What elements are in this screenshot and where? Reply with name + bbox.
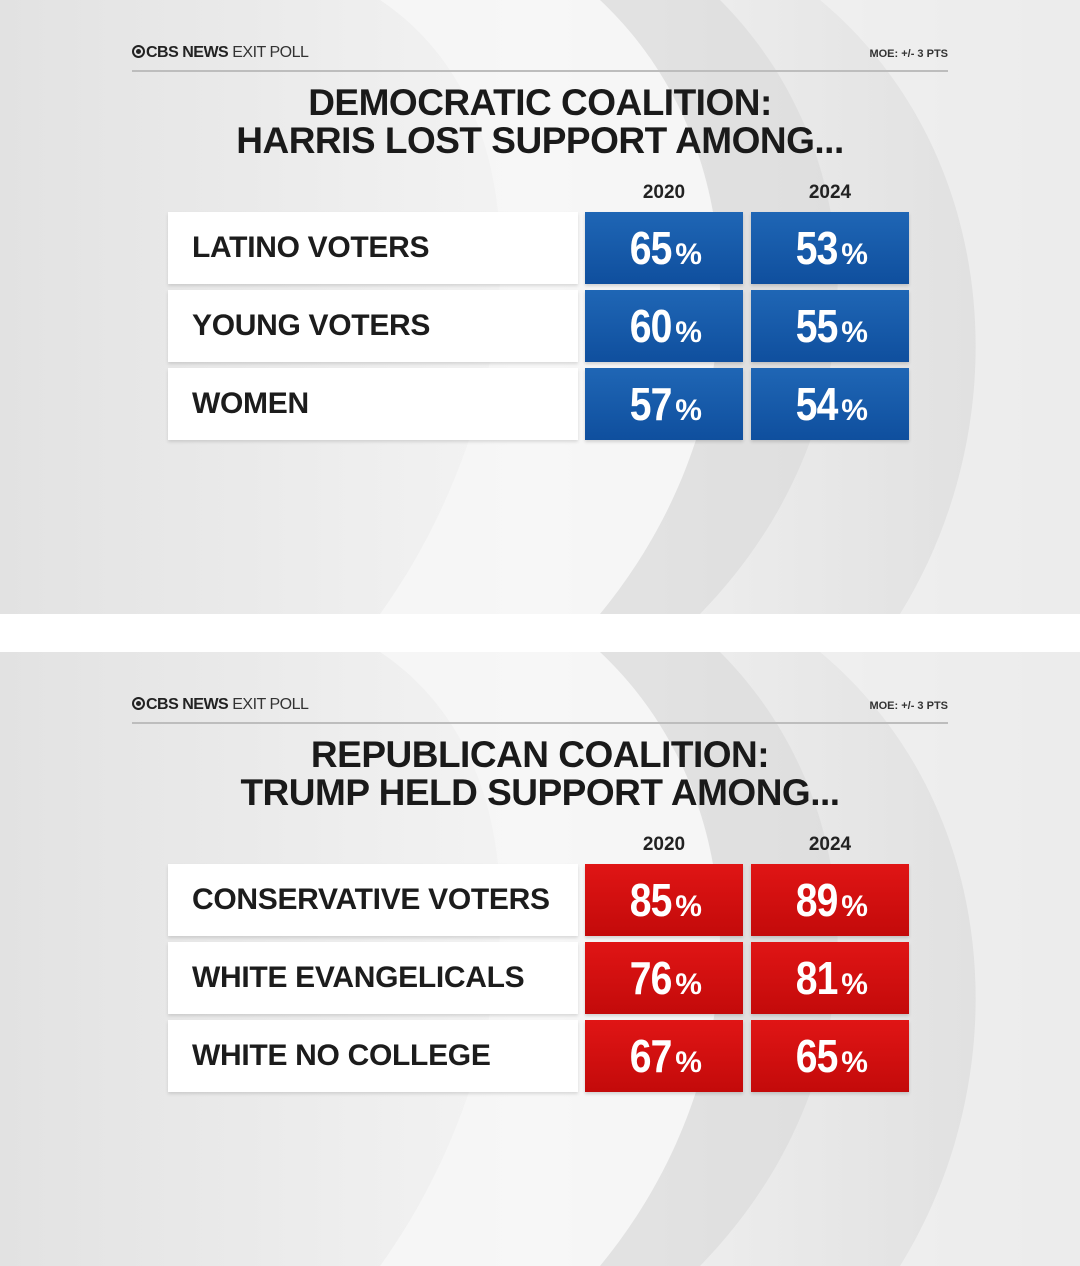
cell-young-2020: 60% [585,290,743,362]
row-label-women: WOMEN [168,368,578,440]
header-divider [132,722,948,724]
chart-title: REPUBLICAN COALITION: TRUMP HELD SUPPORT… [240,734,840,813]
header-divider [132,70,948,72]
chart-title: DEMOCRATIC COALITION: HARRIS LOST SUPPOR… [236,82,844,161]
democratic-coalition-panel: CBS NEWS EXIT POLL MOE: +/- 3 PTS DEMOCRA… [0,0,1080,614]
cell-young-2024: 55% [751,290,909,362]
cell-women-2020: 57% [585,368,743,440]
row-label-conservative-voters: CONSERVATIVE VOTERS [168,864,578,936]
cbs-eye-icon [132,45,145,58]
column-header-2020: 2020 [642,834,686,855]
column-header-2024: 2024 [808,182,852,203]
margin-of-error: MOE: +/- 3 PTS [869,48,948,60]
row-label-white-evangelicals: WHITE EVANGELICALS [168,942,578,1014]
republican-coalition-panel: CBS NEWS EXIT POLL MOE: +/- 3 PTS REPUBLI… [0,652,1080,1266]
cell-evangelicals-2024: 81% [751,942,909,1014]
cell-latino-2020: 65% [585,212,743,284]
cell-conservative-2024: 89% [751,864,909,936]
row-label-young-voters: YOUNG VOTERS [168,290,578,362]
brand-logo: CBS NEWS EXIT POLL [132,696,309,714]
cell-evangelicals-2020: 76% [585,942,743,1014]
brand-logo: CBS NEWS EXIT POLL [132,44,309,62]
column-header-2020: 2020 [642,182,686,203]
cell-latino-2024: 53% [751,212,909,284]
cell-no-college-2020: 67% [585,1020,743,1092]
column-header-2024: 2024 [808,834,852,855]
row-label-white-no-college: WHITE NO COLLEGE [168,1020,578,1092]
cell-women-2024: 54% [751,368,909,440]
cell-no-college-2024: 65% [751,1020,909,1092]
margin-of-error: MOE: +/- 3 PTS [869,700,948,712]
cell-conservative-2020: 85% [585,864,743,936]
cbs-eye-icon [132,697,145,710]
row-label-latino-voters: LATINO VOTERS [168,212,578,284]
